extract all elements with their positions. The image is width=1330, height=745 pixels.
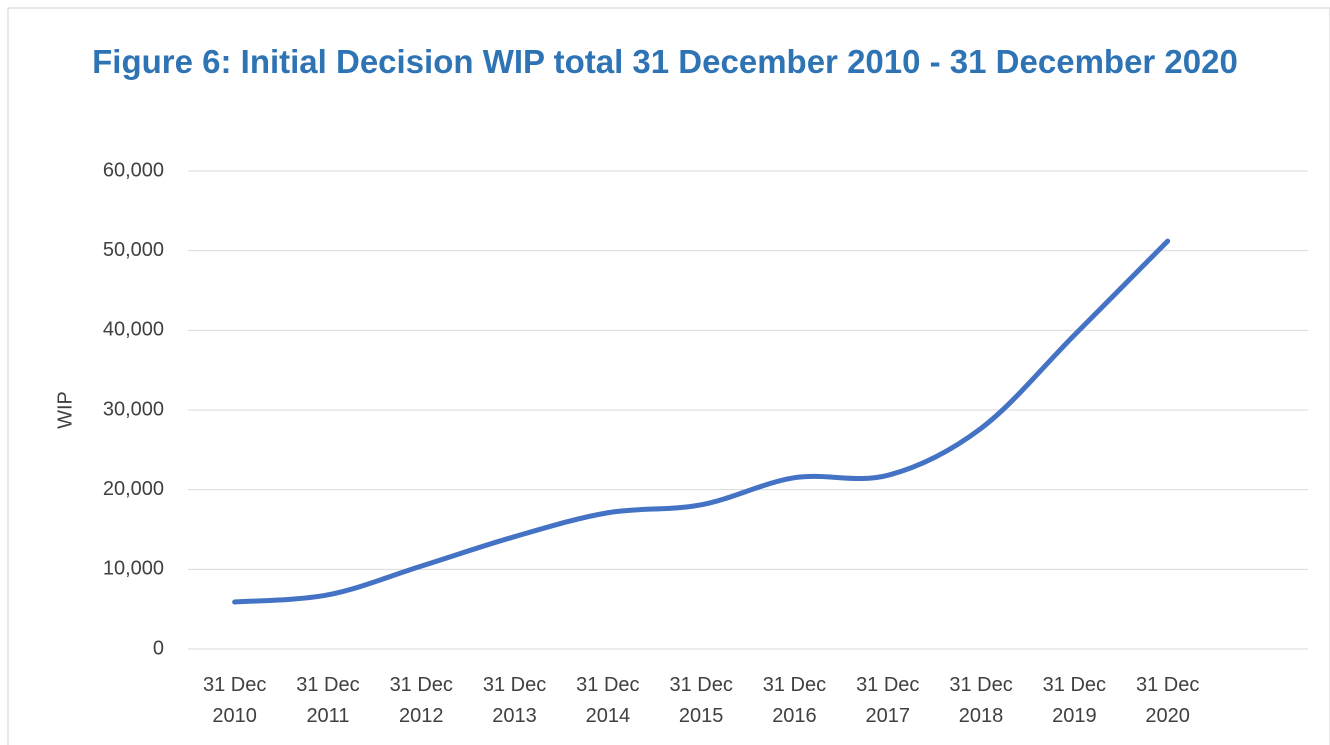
x-tick-label: 31 Dec 2011: [296, 674, 359, 727]
y-tick-label: 20,000: [103, 478, 164, 500]
x-tick-label: 31 Dec 2010: [203, 674, 266, 727]
x-tick-label: 31 Dec 2015: [669, 674, 732, 727]
x-tick-label: 31 Dec 2013: [483, 674, 546, 727]
x-tick-label: 31 Dec 2017: [856, 674, 919, 727]
y-tick-label: 60,000: [103, 159, 164, 181]
y-axis-label: WIP: [54, 391, 76, 429]
x-tick-label: 31 Dec 2019: [1043, 674, 1106, 727]
y-tick-label: 40,000: [103, 319, 164, 341]
x-tick-label: 31 Dec 2012: [390, 674, 453, 727]
line-series: [232, 238, 1171, 605]
chart-frame: [7, 7, 1330, 745]
x-tick-label: 31 Dec 2016: [763, 674, 826, 727]
x-tick-label: 31 Dec 2014: [576, 674, 639, 727]
y-tick-label: 30,000: [103, 398, 164, 420]
x-tick-label: 31 Dec 2020: [1136, 674, 1199, 727]
chart-title: Figure 6: Initial Decision WIP total 31 …: [92, 43, 1238, 80]
y-tick-label: 0: [153, 637, 164, 659]
y-tick-label: 50,000: [103, 239, 164, 261]
x-tick-label: 31 Dec 2018: [949, 674, 1012, 727]
y-tick-label: 10,000: [103, 558, 164, 580]
